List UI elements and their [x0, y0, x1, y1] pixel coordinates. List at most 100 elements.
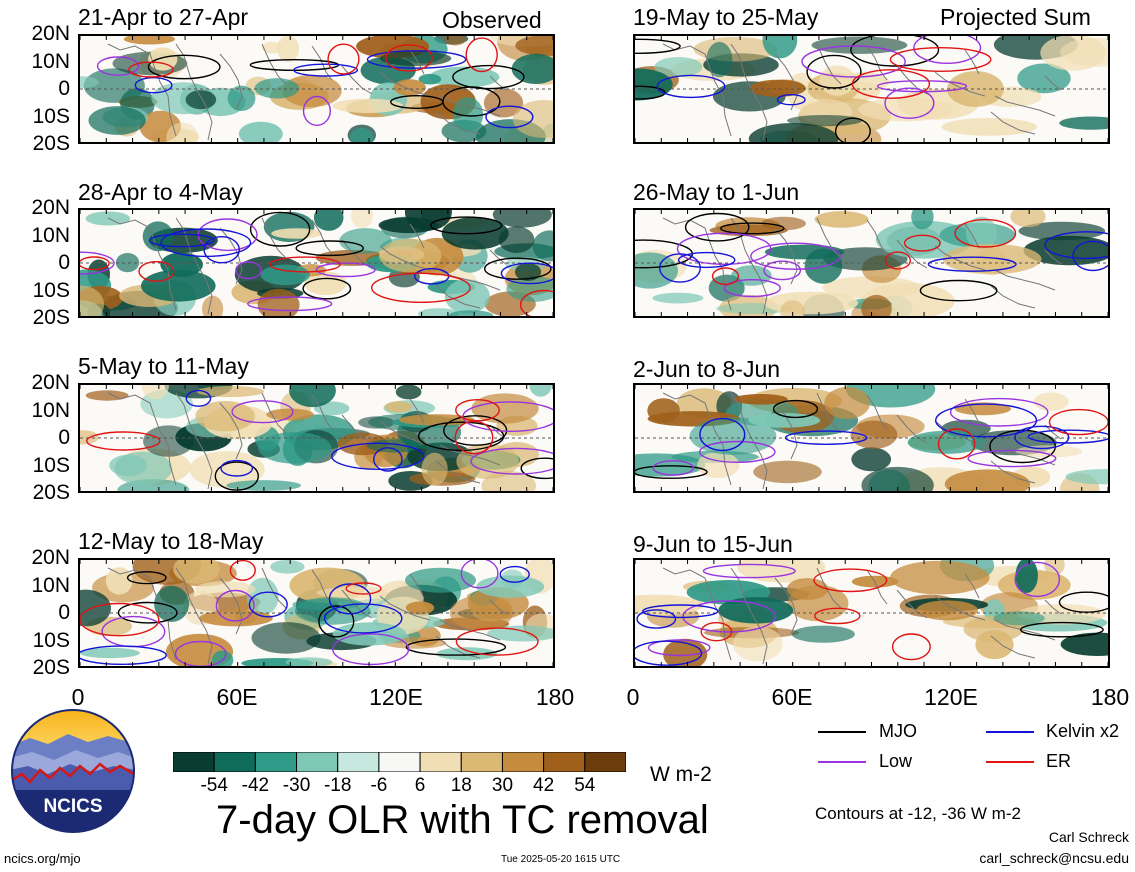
- legend-kelvin-label: Kelvin x2: [1046, 721, 1120, 741]
- mjo-contour: [126, 571, 167, 585]
- olr-anomaly-blob: [1059, 116, 1108, 130]
- coastline: [1044, 75, 1062, 91]
- olr-anomaly-blob: [80, 76, 99, 88]
- olr-anomaly-blob: [811, 36, 908, 54]
- coastline: [896, 239, 928, 269]
- olr-anomaly-blob: [762, 36, 798, 59]
- lon-tick-right-60e: 60E: [771, 684, 813, 710]
- low-contour: [913, 36, 982, 64]
- olr-anomaly-blob: [907, 430, 986, 454]
- low-contour: [470, 447, 553, 475]
- legend-mjo-label: MJO: [879, 721, 917, 741]
- low-contour: [462, 401, 553, 432]
- lat-tick-1-3: 10S: [32, 104, 70, 128]
- coastline: [435, 460, 481, 484]
- low-contour: [302, 95, 331, 126]
- olr-colorbar: [172, 751, 627, 773]
- colorbar-box-1: [213, 751, 256, 773]
- coastline: [219, 577, 243, 635]
- coastline: [107, 217, 177, 311]
- coastline: [409, 223, 425, 249]
- olr-anomaly-blob: [444, 36, 466, 46]
- mjo-contour: [443, 415, 508, 446]
- coastline: [662, 392, 732, 486]
- panel-title-8: 9-Jun to 15-Jun: [633, 531, 793, 557]
- coastline: [774, 53, 798, 111]
- olr-anomaly-blob: [753, 460, 822, 484]
- olr-anomaly-blob: [185, 90, 217, 110]
- coastline: [994, 269, 1056, 291]
- olr-anomaly-blob: [395, 385, 422, 400]
- mjo-contour: [405, 638, 507, 656]
- er-contour: [954, 218, 1017, 248]
- low-contour: [949, 397, 1049, 427]
- mjo-contour: [147, 54, 221, 80]
- olr-anomaly-blob: [260, 264, 311, 286]
- olr-anomaly-blob: [211, 650, 234, 666]
- low-contour: [96, 56, 140, 76]
- colorbar-box-8: [501, 751, 545, 773]
- lon-tick-left-0: 0: [71, 684, 85, 710]
- kelvin-contour: [784, 430, 868, 446]
- low-contour: [215, 589, 255, 622]
- olr-anomaly-blob: [851, 447, 892, 472]
- coastline: [435, 285, 481, 309]
- olr-anomaly-blob: [270, 560, 305, 574]
- coastline: [1044, 599, 1062, 615]
- olr-anomaly-blob: [277, 36, 300, 62]
- kelvin-contour: [248, 591, 288, 618]
- coastline: [662, 43, 732, 137]
- er-contour: [465, 37, 498, 73]
- mjo-contour: [214, 461, 260, 491]
- colorbar-box-0: [172, 751, 215, 773]
- low-contour: [801, 45, 906, 78]
- olr-anomaly-blob: [105, 567, 133, 595]
- lon-tick-left-120e: 120E: [369, 684, 423, 710]
- lat-tick-3-2: 0: [58, 426, 70, 449]
- olr-anomaly-blob: [654, 57, 703, 77]
- coastline: [261, 392, 287, 434]
- colorbar-box-9: [543, 751, 586, 773]
- kelvin-contour: [293, 63, 359, 77]
- olr-anomaly-blob: [993, 611, 1045, 626]
- site-url: ncics.org/mjo: [4, 851, 81, 866]
- lat-tick-4-1: 10N: [31, 573, 70, 597]
- colorbar-label-7: 30: [491, 775, 514, 796]
- olr-anomaly-blob: [916, 600, 979, 621]
- olr-anomaly-blob: [1060, 632, 1108, 656]
- coastline: [896, 414, 928, 444]
- mjo-contour: [720, 222, 785, 235]
- coastline: [175, 392, 213, 490]
- mjo-contour: [520, 457, 553, 480]
- coastline: [489, 249, 507, 265]
- olr-anomaly-blob: [141, 269, 216, 302]
- er-contour: [711, 267, 740, 286]
- olr-anomaly-blob: [258, 432, 332, 464]
- kelvin-contour: [642, 604, 719, 619]
- olr-anomaly-blob: [366, 439, 422, 453]
- colorbar-box-7: [460, 751, 503, 773]
- er-contour: [229, 560, 256, 581]
- colorbar-label-0: -54: [200, 775, 228, 796]
- olr-anomaly-blob: [749, 79, 806, 97]
- olr-anomaly-blob: [941, 118, 1038, 136]
- lat-tick-3-0: 20N: [31, 371, 70, 394]
- map-panel-8: [633, 558, 1110, 668]
- kelvin-contour: [1044, 231, 1108, 260]
- kelvin-contour: [1072, 240, 1108, 272]
- olr-anomaly-blob: [492, 210, 552, 228]
- er-contour: [138, 261, 175, 282]
- olr-anomaly-blob: [791, 625, 855, 643]
- colorbar-box-3: [296, 751, 339, 773]
- olr-anomaly-blob: [199, 610, 273, 627]
- lat-tick-3-4: 20S: [32, 481, 70, 504]
- panel-title-4: 12-May to 18-May: [78, 528, 264, 554]
- coastline: [341, 589, 373, 619]
- mjo-contour: [919, 279, 998, 302]
- panel-title-1: 21-Apr to 27-Apr: [78, 4, 249, 30]
- olr-anomaly-blob: [689, 417, 777, 455]
- kelvin-contour: [328, 583, 372, 615]
- olr-anomaly-blob: [254, 78, 300, 99]
- lat-tick-2-2: 0: [58, 251, 70, 274]
- map-panel-5: [633, 34, 1110, 144]
